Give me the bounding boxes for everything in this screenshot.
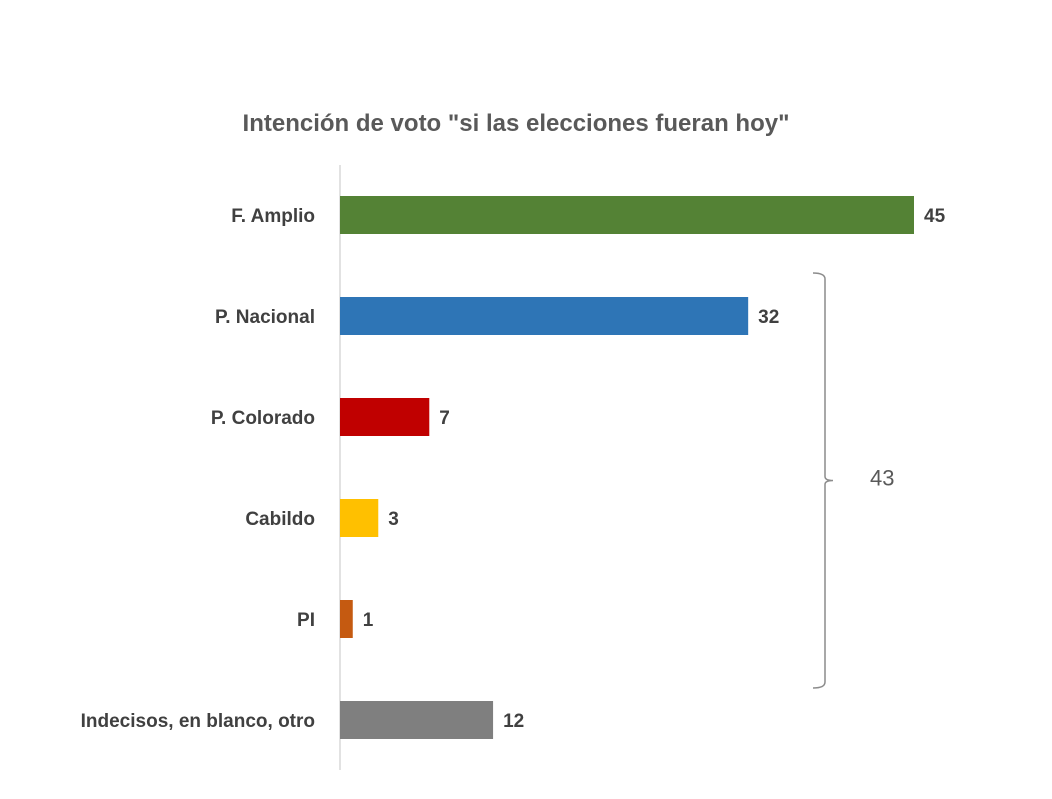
data-label: 32 [758,307,779,328]
category-label: Cabildo [245,509,315,530]
bar [340,196,914,234]
category-label: P. Colorado [211,408,315,429]
chart-title: Intención de voto "si las elecciones fue… [243,110,790,137]
category-label: P. Nacional [215,307,315,328]
category-label: PI [297,610,315,631]
bar [340,297,749,335]
bracket-line [812,272,834,689]
category-label: F. Amplio [231,206,315,227]
bar [340,701,494,739]
data-label: 12 [503,711,524,732]
data-label: 7 [439,408,450,429]
category-label: Indecisos, en blanco, otro [81,711,315,732]
bracket-annotation: 43 [812,272,894,689]
bar [340,499,379,537]
data-label: 3 [388,509,399,530]
bar [340,398,430,436]
data-label: 45 [924,206,946,227]
bar [340,600,353,638]
bracket-label: 43 [870,466,894,491]
data-label: 1 [363,610,374,631]
